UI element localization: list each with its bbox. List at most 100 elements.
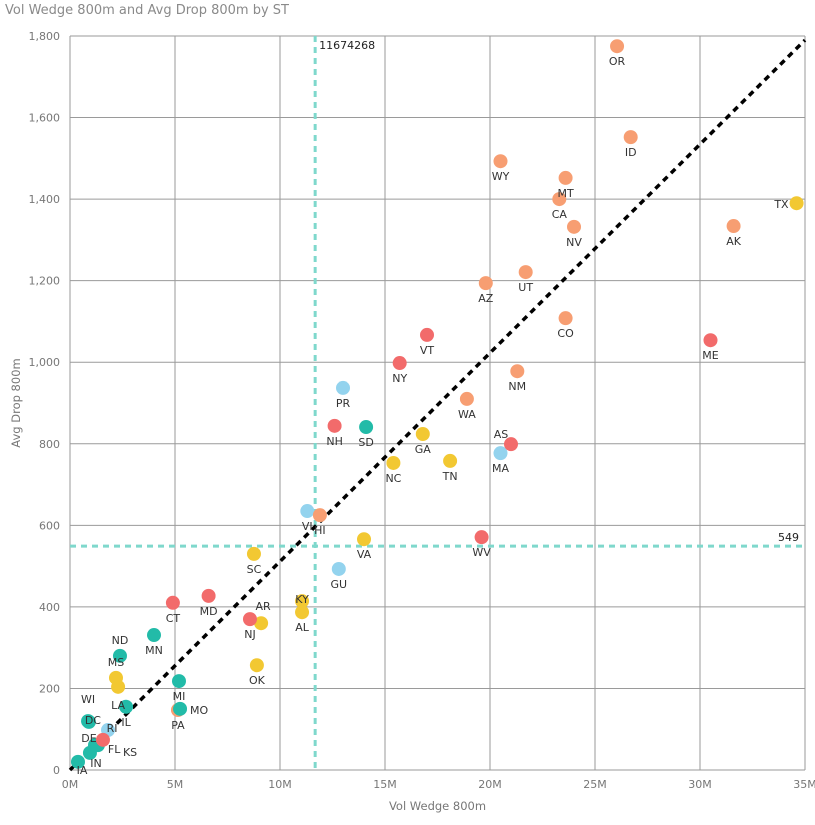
y-tick-label: 400: [39, 601, 60, 614]
data-label: LA: [111, 699, 125, 712]
x-tick-label: 20M: [478, 778, 502, 791]
data-label: GU: [331, 578, 348, 591]
data-point-nc: [386, 455, 401, 470]
y-tick-label: 1,600: [29, 112, 61, 125]
data-label: DE: [81, 732, 96, 745]
data-point-wv: [474, 530, 489, 545]
x-tick-label: 5M: [167, 778, 184, 791]
data-label: MD: [200, 605, 218, 618]
data-label: TX: [773, 198, 789, 211]
y-tick-label: 800: [39, 438, 60, 451]
data-label: NY: [392, 372, 407, 385]
data-label: ME: [702, 349, 718, 362]
data-label: VI: [302, 520, 313, 533]
data-point-mt: [558, 170, 573, 185]
data-point-ks: [95, 732, 110, 747]
data-label: WY: [492, 170, 510, 183]
y-tick-label: 1,200: [29, 275, 61, 288]
data-label: KY: [295, 593, 309, 606]
data-label: AK: [726, 235, 742, 248]
data-point-hi: [312, 508, 327, 523]
data-label: TN: [442, 470, 458, 483]
data-point-ny: [392, 356, 407, 371]
data-label: ID: [625, 146, 637, 159]
data-label: SC: [247, 563, 262, 576]
data-point-as: [504, 437, 518, 452]
data-point-mn: [147, 628, 161, 643]
data-point-al: [295, 605, 310, 620]
data-point-sd: [359, 420, 374, 435]
data-point-ct: [165, 595, 180, 610]
data-point-ak: [726, 219, 741, 234]
data-point-mo: [173, 701, 188, 716]
data-label: PR: [336, 397, 351, 410]
data-point-ut: [518, 265, 533, 280]
data-label: PA: [171, 719, 185, 732]
data-point-id: [623, 130, 638, 145]
data-point-nh: [327, 418, 342, 433]
x-tick-label: 15M: [373, 778, 397, 791]
data-label: AL: [295, 621, 310, 634]
data-label: WI: [81, 693, 95, 706]
data-label: MO: [190, 704, 208, 717]
y-reference-label: 549: [778, 531, 799, 544]
x-tick-label: 30M: [688, 778, 712, 791]
data-point-sc: [246, 546, 261, 561]
data-point-ar: [254, 616, 269, 631]
data-label: MS: [108, 656, 124, 669]
y-tick-label: 1,000: [29, 356, 61, 369]
data-label: MI: [173, 690, 186, 703]
data-point-nj: [242, 612, 257, 627]
data-label: IN: [90, 757, 101, 770]
data-label: VT: [420, 344, 435, 357]
data-label: MT: [557, 187, 573, 200]
data-label: HI: [314, 524, 326, 537]
data-point-ma: [493, 446, 508, 461]
y-tick-label: 1,800: [29, 30, 61, 43]
data-point-vi: [300, 504, 315, 519]
data-point-co: [558, 311, 573, 326]
data-point-ia: [70, 754, 85, 769]
data-point-pr: [336, 380, 350, 395]
data-label: WV: [472, 546, 491, 559]
data-point-in: [82, 745, 97, 760]
data-label: KS: [123, 746, 137, 759]
data-label: CA: [552, 208, 568, 221]
data-label: OK: [249, 674, 266, 687]
chart-title: Vol Wedge 800m and Avg Drop 800m by ST: [5, 3, 290, 18]
data-label: GA: [415, 443, 432, 456]
data-label: NC: [385, 472, 401, 485]
x-tick-label: 35M: [793, 778, 815, 791]
data-point-dc: [81, 714, 96, 729]
data-point-gu: [331, 561, 346, 576]
data-label: FL: [108, 743, 121, 756]
data-point-me: [703, 333, 718, 348]
y-tick-label: 1,400: [29, 193, 61, 206]
x-axis-label: Vol Wedge 800m: [389, 799, 486, 813]
x-tick-label: 25M: [583, 778, 607, 791]
data-label: OR: [609, 55, 626, 68]
data-label: ND: [112, 634, 129, 647]
data-point-tx: [789, 196, 804, 211]
data-label: RI: [107, 722, 118, 735]
data-label: NM: [508, 380, 526, 393]
data-point-ca: [552, 192, 567, 207]
data-point-ga: [415, 426, 430, 441]
data-point-or: [610, 39, 625, 54]
data-point-nm: [510, 364, 525, 379]
data-label: MN: [145, 644, 163, 657]
data-label: NV: [566, 236, 582, 249]
data-point-vt: [420, 327, 434, 342]
x-tick-label: 0M: [62, 778, 79, 791]
data-label: AZ: [478, 292, 494, 305]
data-point-az: [478, 276, 493, 291]
trend-line: [68, 38, 807, 772]
data-point-il: [119, 699, 134, 714]
data-point-va: [357, 532, 371, 547]
data-label: MA: [492, 462, 509, 475]
data-label: VA: [357, 548, 372, 561]
data-point-mi: [171, 674, 186, 689]
data-label: SD: [358, 436, 373, 449]
data-label: NJ: [244, 628, 255, 641]
